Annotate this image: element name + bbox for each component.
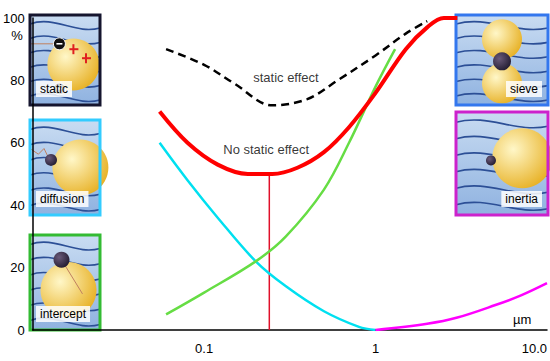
svg-text:1: 1 bbox=[372, 341, 379, 356]
svg-text:100: 100 bbox=[3, 11, 25, 26]
svg-text:60: 60 bbox=[10, 135, 24, 150]
svg-text:intercept: intercept bbox=[40, 307, 87, 321]
svg-text:static effect: static effect bbox=[253, 70, 319, 85]
svg-text:sieve: sieve bbox=[510, 82, 538, 96]
svg-text:80: 80 bbox=[10, 73, 24, 88]
svg-text:µm: µm bbox=[513, 312, 531, 327]
svg-text:inertia: inertia bbox=[505, 192, 538, 206]
svg-text:10.0: 10.0 bbox=[522, 341, 547, 356]
svg-text:20: 20 bbox=[10, 260, 24, 275]
svg-text:%: % bbox=[11, 28, 23, 43]
svg-text:No static effect: No static effect bbox=[223, 142, 309, 157]
svg-text:0: 0 bbox=[17, 323, 24, 338]
svg-text:static: static bbox=[40, 82, 68, 96]
svg-text:diffusion: diffusion bbox=[40, 192, 84, 206]
svg-text:40: 40 bbox=[10, 198, 24, 213]
svg-text:0.1: 0.1 bbox=[195, 341, 213, 356]
